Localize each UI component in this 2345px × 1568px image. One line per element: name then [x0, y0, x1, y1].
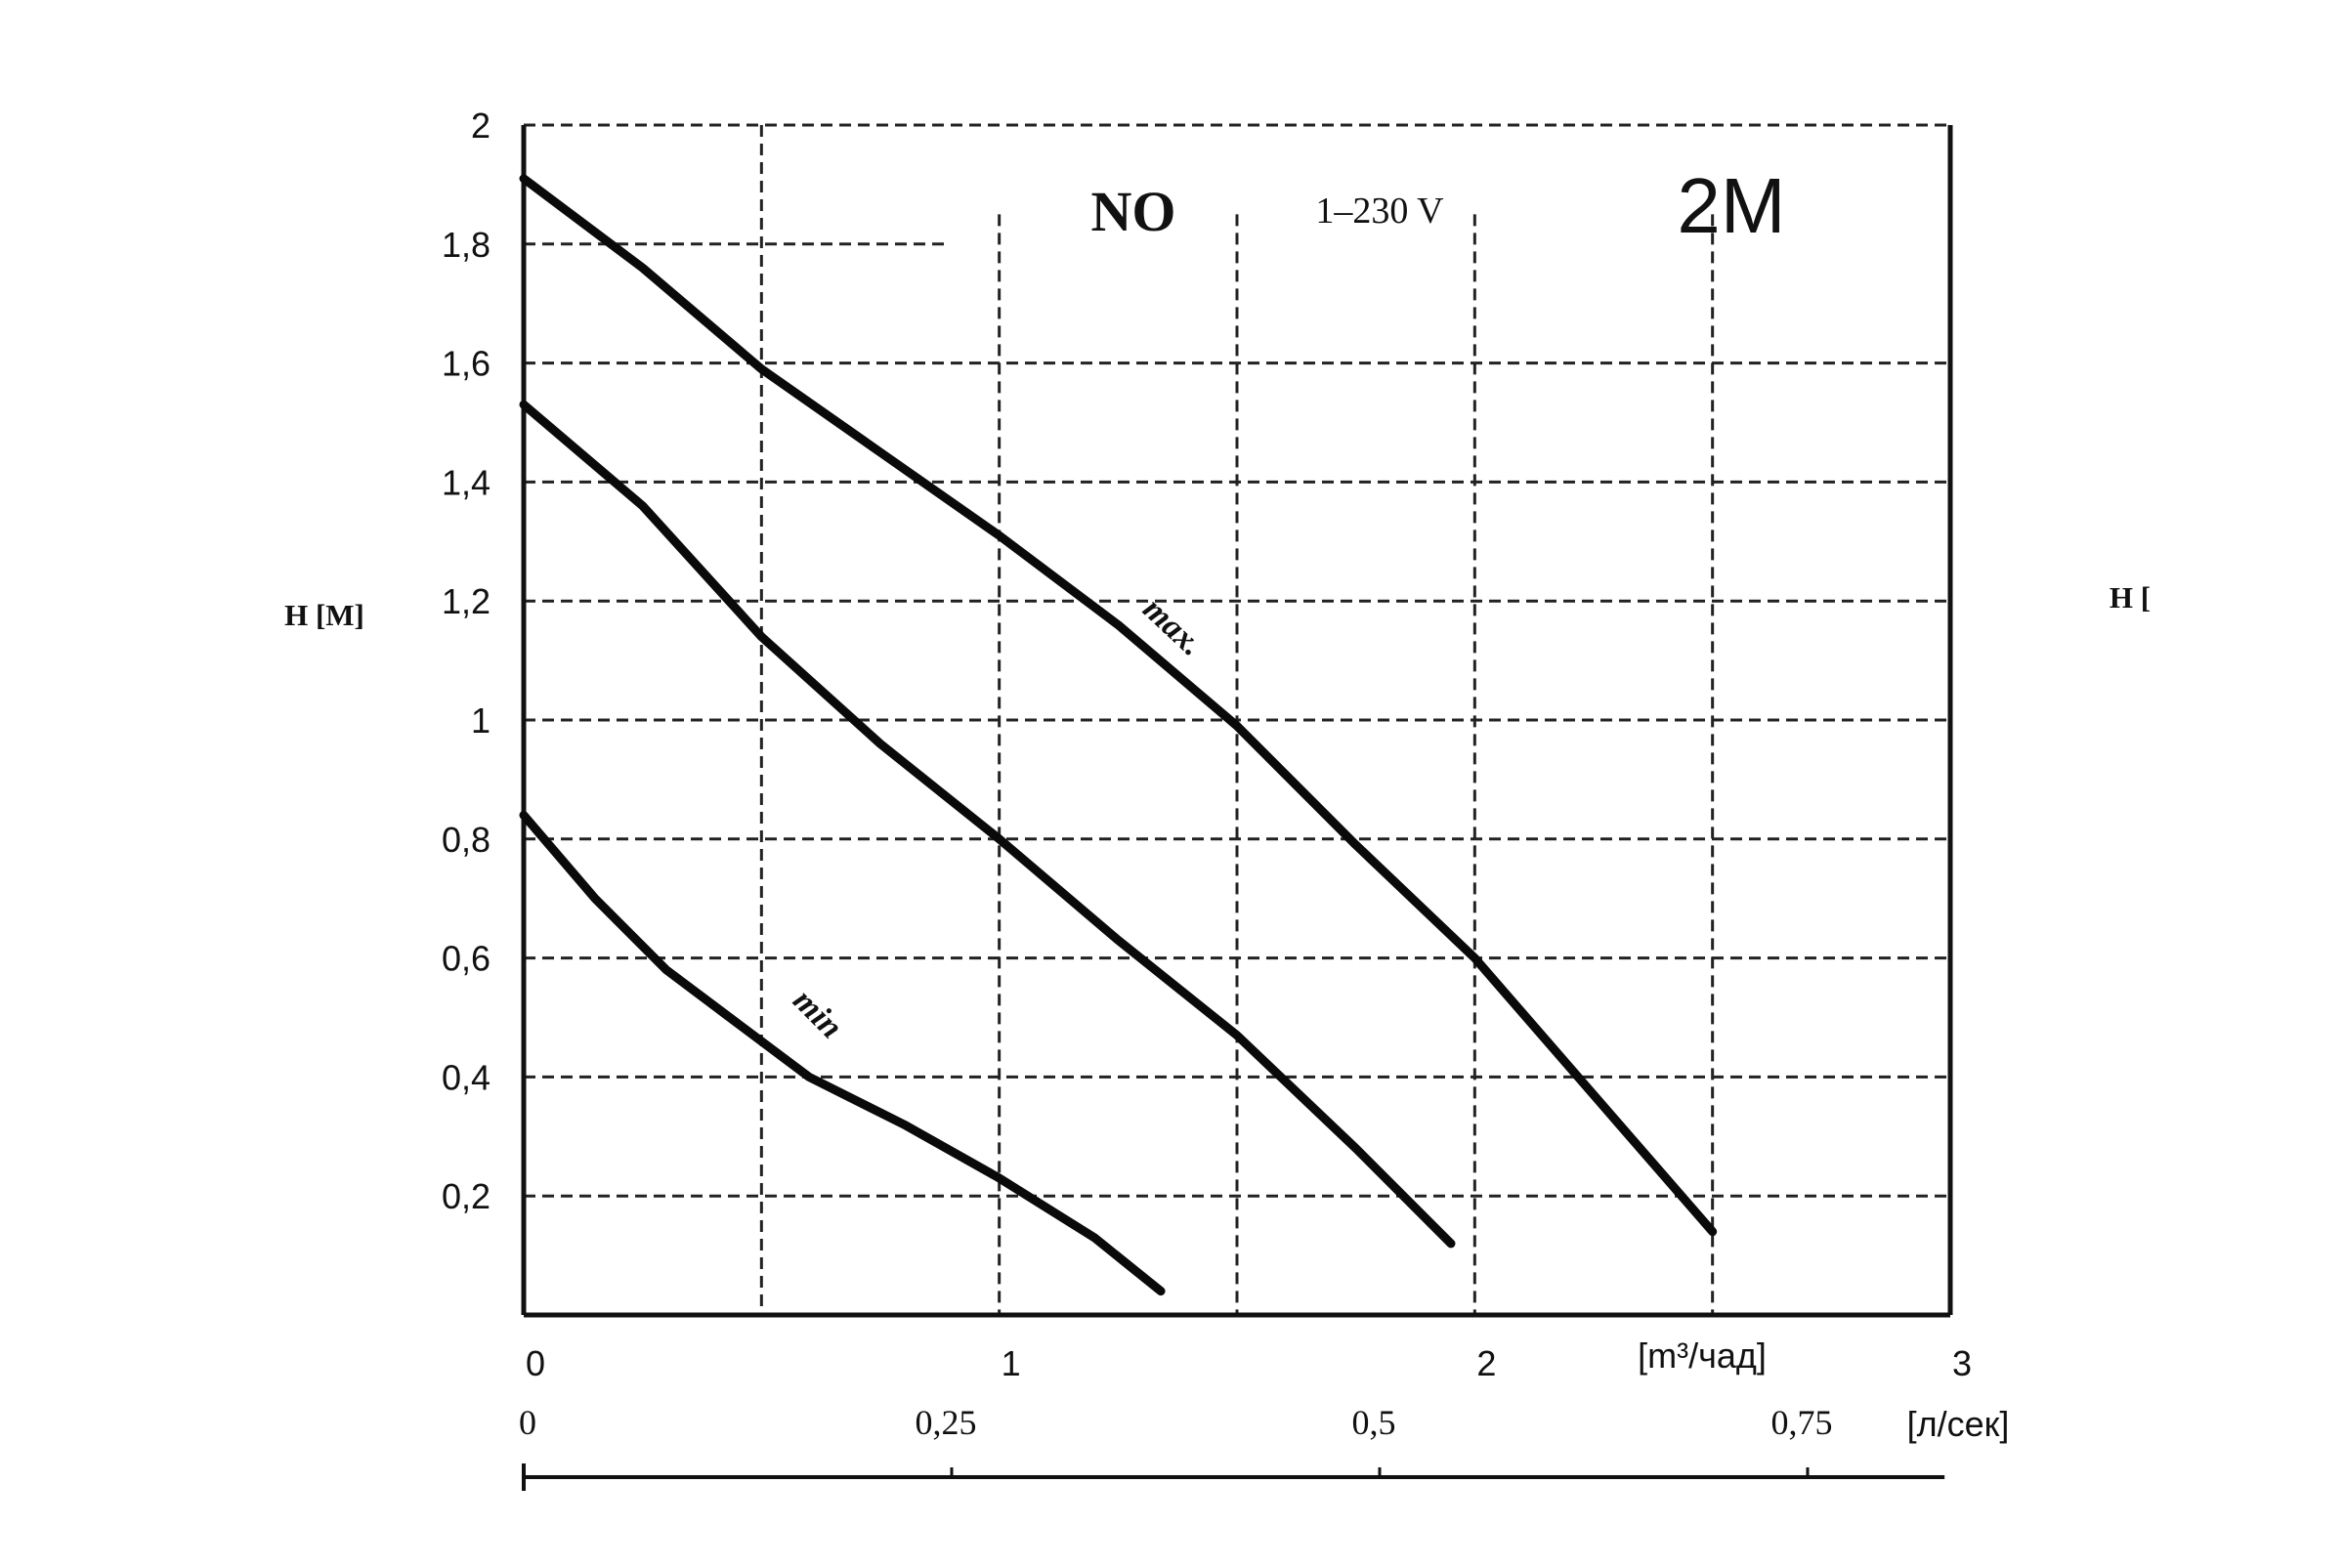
y-tick-label: 0,8: [442, 820, 490, 860]
x-axis-label-secondary: [л/сек]: [1907, 1404, 2010, 1444]
y-tick-label: 1,6: [442, 344, 490, 384]
chart-subtitle: 1–230 V: [1315, 191, 1444, 232]
x-tick-label: 2: [1476, 1343, 1496, 1383]
y-tick-label: 1,2: [442, 581, 490, 621]
x-axis-label: [m³/чад]: [1638, 1335, 1767, 1376]
y-tick-label: 1,8: [442, 225, 490, 265]
series-line-1: [519, 174, 1718, 1237]
y-axis-label-secondary: H [: [2110, 580, 2151, 614]
secondary-x-tick-label: 0,75: [1771, 1403, 1833, 1442]
curve-label-min: min: [786, 982, 849, 1045]
y-tick-label: 0,6: [442, 939, 490, 979]
x-tick-label: 0: [526, 1343, 545, 1383]
secondary-x-tick-label: 0,5: [1352, 1403, 1396, 1442]
frame-layer: [521, 125, 1953, 1318]
grid-layer: [524, 123, 1950, 1315]
y-tick-label: 1: [471, 700, 490, 741]
curve-layer: [519, 174, 1718, 1296]
y-tick-label: 0,2: [442, 1176, 490, 1216]
x-tick-label: 1: [1002, 1343, 1021, 1383]
y-axis-label: H [M]: [284, 598, 364, 632]
series-line-2: [519, 400, 1456, 1249]
chart-title: NO: [1091, 180, 1176, 243]
chart-model-label: 2M: [1677, 162, 1785, 249]
y-tick-label: 0,4: [442, 1057, 490, 1097]
secondary-x-tick-label: 0,25: [916, 1403, 977, 1442]
x-tick-label: 3: [1952, 1343, 1972, 1383]
series-line-3: [519, 810, 1166, 1296]
y-tick-label: 1,4: [442, 462, 490, 502]
tick-layer: 2 1,8 1,6 1,4 1,2 1 0,8 0,6 0,4 0,2 0 1 2 3 0 0,25 0,5 0,…: [442, 106, 1972, 1491]
secondary-x-tick-label: 0: [519, 1403, 536, 1442]
y-tick-label: 2: [471, 106, 490, 146]
